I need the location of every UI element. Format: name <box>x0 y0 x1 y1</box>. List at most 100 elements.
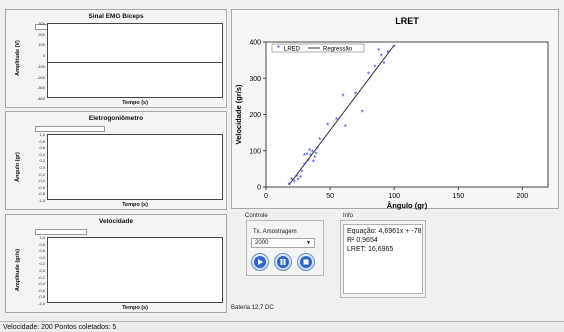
legend-label-lred: LRED <box>284 46 301 52</box>
scatter-point: * <box>341 92 344 101</box>
tx-amostragem-label: Tx. Amostragem <box>253 229 297 235</box>
gonio-y-tick: -0,6 <box>38 184 45 190</box>
legend-label-regressao: Regressão <box>323 46 353 52</box>
emg-chart-title: Sinal EMG Bíceps <box>88 13 144 20</box>
play-icon <box>254 256 266 268</box>
scatter-point: * <box>296 176 299 185</box>
lret-chart-panel: LRET 0 50 100 150 200 0 100 200 300 400 Ângulo (gr)… <box>231 9 559 210</box>
scatter-point: * <box>393 43 396 52</box>
x-tick-label: 0 <box>264 193 268 200</box>
vel-y-tick: 0,0 <box>39 268 45 273</box>
gonio-y-tick: -0,8 <box>38 191 45 197</box>
scatter-point: * <box>367 71 370 80</box>
vel-y-tick: -0,4 <box>38 281 45 287</box>
y-tick-label: 300 <box>249 76 261 83</box>
gonio-y-tick: -0,4 <box>38 178 45 184</box>
scatter-point: * <box>380 53 383 62</box>
scatter-point: * <box>354 91 357 100</box>
legend-marker-lred: * <box>277 44 280 53</box>
scatter-point: * <box>299 174 302 183</box>
gonio-y-tick: 0,6 <box>39 145 45 151</box>
vel-plot-area <box>47 237 223 303</box>
y-tick-label: 100 <box>249 148 261 155</box>
scatter-point: * <box>303 161 306 170</box>
vel-y-tick: 0,4 <box>39 254 45 260</box>
emg-y-axis-label: Amplitude (V) <box>15 40 21 76</box>
lret-plot-area <box>265 41 549 188</box>
vel-y-axis-label: Amplitude (gr/s) <box>15 248 21 292</box>
emg-y-tick: -400 <box>36 96 45 101</box>
vel-y-tick: -0,2 <box>38 274 45 280</box>
vel-y-tick: 0,6 <box>39 248 45 254</box>
emg-x-axis-label: Tempo (s) <box>122 100 148 106</box>
scatter-point: * <box>318 136 321 145</box>
pause-button[interactable] <box>274 253 292 271</box>
scatter-point: * <box>335 116 338 125</box>
gonio-plot-area <box>47 134 223 200</box>
emg-y-tick: 100 <box>38 42 45 48</box>
scatter-point: * <box>314 150 317 159</box>
gonio-y-tick: 0,0 <box>39 165 45 170</box>
scatter-point: * <box>308 147 311 156</box>
tx-amostragem-select[interactable]: 2000 ▼ <box>251 238 315 248</box>
vel-y-tick: 1,0 <box>39 235 45 240</box>
info-textbox: Equação: 4,6961x + -78,4085 R² 0,9654 LR… <box>343 224 423 294</box>
emg-y-tick: -300 <box>36 85 45 91</box>
emg-y-tick: 0 <box>42 53 45 59</box>
info-lret: LRET: 16,6965 <box>347 246 394 253</box>
scatter-point: * <box>309 152 312 161</box>
scatter-point: * <box>293 179 296 188</box>
y-axis-label: Velocidade (gr/s) <box>234 84 243 145</box>
emg-y-ticks: 300 200 100 0 -100 -200 -300 -400 <box>30 21 46 101</box>
scatter-point: * <box>382 60 385 69</box>
lret-chart: LRET 0 50 100 150 200 0 100 200 300 400 Ângulo (gr)… <box>234 16 549 210</box>
scatter-point: * <box>377 47 380 56</box>
scatter-point: * <box>307 158 310 167</box>
lret-chart-title: LRET <box>395 16 419 26</box>
gonio-y-tick: 0,8 <box>39 138 45 144</box>
emg-zero-line <box>48 62 222 63</box>
y-tick-label: 400 <box>249 40 261 47</box>
emg-y-tick: 300 <box>38 21 45 26</box>
vel-y-tick: -0,6 <box>38 287 45 293</box>
emg-chart-panel: Sinal EMG Bíceps Amplitude (V) 300 200 100… <box>5 9 227 108</box>
scatter-point: * <box>344 123 347 132</box>
vel-chart-legend <box>35 229 87 235</box>
vel-y-ticks: 1,0 0,8 0,6 0,4 0,2 0,0 -0,2 -0,4 -0,6 -0,8 -1,0 <box>30 235 46 306</box>
pause-icon <box>277 256 289 268</box>
scatter-point: * <box>313 154 316 163</box>
info-r2: R² 0,9654 <box>347 237 378 244</box>
gonio-x-axis-label: Tempo (s) <box>122 202 148 208</box>
play-button[interactable] <box>251 253 269 271</box>
scatter-point: * <box>295 173 298 182</box>
gonio-y-tick: -0,2 <box>38 171 45 177</box>
scatter-point: * <box>288 181 291 190</box>
vel-y-tick: -0,8 <box>38 294 45 300</box>
y-tick-label: 200 <box>249 112 261 119</box>
info-label: Info <box>343 213 354 219</box>
vel-y-tick: -1,0 <box>38 301 45 306</box>
gonio-y-tick: 0,2 <box>39 158 45 164</box>
vel-chart-title: Velocidade <box>99 218 133 225</box>
stop-button[interactable] <box>297 253 315 271</box>
x-tick-label: 50 <box>326 193 334 200</box>
info-equacao: Equação: 4,6961x + -78,4085 <box>347 228 423 235</box>
emg-y-tick: 200 <box>38 31 45 37</box>
x-tick-label: 150 <box>452 193 464 200</box>
x-tick-label: 100 <box>388 193 400 200</box>
gonio-chart-legend <box>35 126 105 132</box>
bateria-readout: Bateria 12,7 DC <box>231 305 274 311</box>
tx-amostragem-value: 2000 <box>255 240 269 246</box>
gonio-chart-panel: Eletrogoniômetro Ângulo (gr) 1,0 0,8 0,6 0,… <box>5 111 227 210</box>
scatter-point: * <box>386 49 389 58</box>
x-tick-label: 200 <box>517 193 529 200</box>
scatter-point: * <box>290 176 293 185</box>
scatter-point: * <box>300 169 303 178</box>
y-tick-label: 0 <box>257 185 261 192</box>
gonio-y-tick: 1,0 <box>39 132 45 137</box>
scatter-point: * <box>361 109 364 118</box>
regression-line <box>288 44 395 186</box>
vel-chart-panel: Velocidade Amplitude (gr/s) 1,0 0,8 0,6 0,4… <box>5 214 227 313</box>
vel-y-tick: 0,2 <box>39 261 45 267</box>
status-bar: Velocidade: 200 Pontos coletados: 5 <box>0 321 564 332</box>
